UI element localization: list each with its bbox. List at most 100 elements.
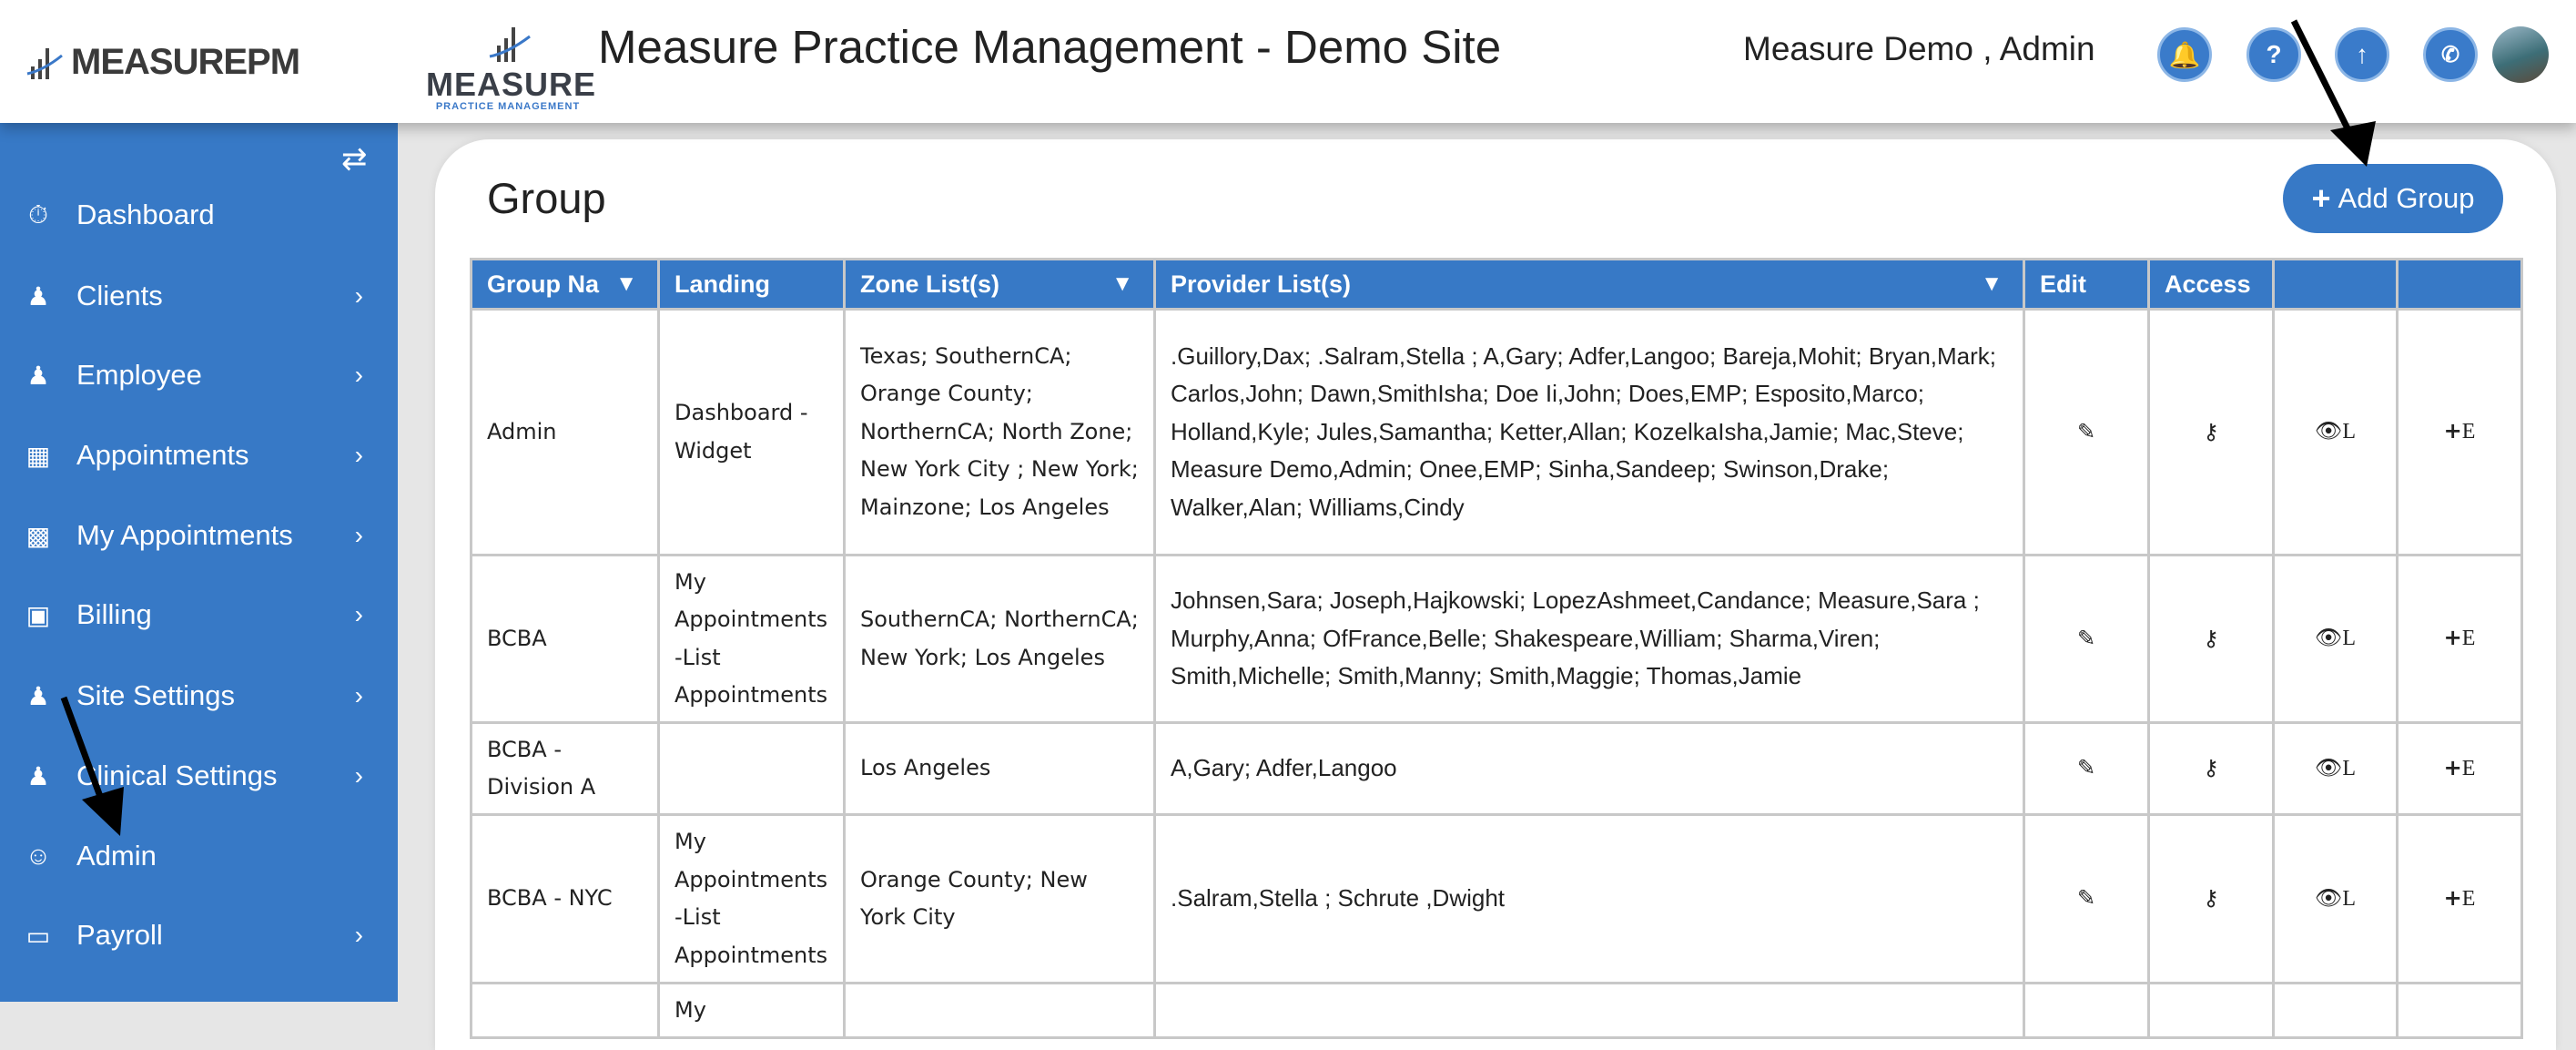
add-extra-icon: + xyxy=(2443,625,2462,651)
table-row: My xyxy=(470,982,2523,1039)
chevron-right-icon: › xyxy=(354,921,363,949)
access-key-button[interactable]: ⚷ xyxy=(2147,308,2275,556)
user-icon: ♟ xyxy=(26,281,50,311)
add-group-button[interactable]: + Add Group xyxy=(2283,164,2503,233)
logo-bars-icon xyxy=(26,47,63,79)
edit-pencil-button[interactable]: ✎ xyxy=(2023,554,2150,724)
calendar-icon: ▦ xyxy=(25,441,51,470)
zone-list-cell: Texas; SouthernCA; Orange County; Northe… xyxy=(843,308,1156,556)
dashboard-icon: ⏱ xyxy=(28,199,48,229)
column-label: Group Na xyxy=(487,270,600,298)
sidebar-item-dashboard[interactable]: ⏱ Dashboard xyxy=(0,183,398,247)
edit-pencil-button[interactable]: ✎ xyxy=(2023,721,2150,816)
add-group-label: Add Group xyxy=(2338,182,2475,214)
action-label: E xyxy=(2461,756,2476,780)
help-icon[interactable]: ? xyxy=(2246,27,2301,82)
add-extra-button[interactable]: +E xyxy=(2396,554,2523,724)
zone-list-cell: Los Angeles xyxy=(843,721,1156,816)
logo-bars-icon xyxy=(489,27,531,62)
money-icon: ▣ xyxy=(25,600,51,629)
edit-pencil-button[interactable]: ✎ xyxy=(2023,308,2150,556)
sidebar-item-label: Clinical Settings xyxy=(76,759,278,791)
view-eye-icon: 👁 xyxy=(2314,884,2343,911)
view-eye-icon: 👁 xyxy=(2314,418,2343,444)
logo2-text: MEASURE xyxy=(426,66,597,103)
bell-icon[interactable]: 🔔 xyxy=(2157,27,2212,82)
sidebar-item-label: Appointments xyxy=(76,439,249,471)
access-key-button[interactable]: ⚷ xyxy=(2147,813,2275,984)
access-key-button[interactable]: ⚷ xyxy=(2147,554,2275,724)
sidebar-item-label: Billing xyxy=(76,598,152,630)
access-key-button[interactable]: ⚷ xyxy=(2147,721,2275,816)
sidebar-item-admin[interactable]: ☺ Admin xyxy=(0,824,398,888)
action-label: E xyxy=(2461,627,2476,651)
sidebar-item-billing[interactable]: ▣ Billing › xyxy=(0,583,398,647)
group-name-cell: BCBA - Division A xyxy=(470,721,660,816)
filter-icon[interactable]: ▼ xyxy=(615,271,637,296)
group-name-cell: BCBA - NYC xyxy=(470,813,660,984)
column-label: Zone List(s) xyxy=(860,270,999,298)
view-eye-button[interactable]: 👁L xyxy=(2272,308,2399,556)
add-extra-button[interactable]: +E xyxy=(2396,308,2523,556)
action-label: L xyxy=(2342,886,2357,911)
add-extra-button[interactable] xyxy=(2396,982,2523,1039)
filter-icon[interactable]: ▼ xyxy=(1981,271,2003,296)
filter-icon[interactable]: ▼ xyxy=(1111,271,1133,296)
column-access: Access xyxy=(2147,258,2275,311)
add-extra-button[interactable]: +E xyxy=(2396,721,2523,816)
zone-list-cell xyxy=(843,982,1156,1039)
view-eye-icon: 👁 xyxy=(2314,625,2343,651)
chevron-right-icon: › xyxy=(354,600,363,628)
sidebar-toggle-icon[interactable]: ⇄ xyxy=(341,142,368,177)
sidebar-item-site-settings[interactable]: ♟ Site Settings › xyxy=(0,664,398,728)
column-group-name[interactable]: Group Na ▼ xyxy=(470,258,660,311)
view-eye-button[interactable]: 👁L xyxy=(2272,721,2399,816)
column-landing[interactable]: Landing xyxy=(657,258,846,311)
edit-pencil-button[interactable]: ✎ xyxy=(2023,813,2150,984)
sidebar-item-employee[interactable]: ♟ Employee › xyxy=(0,343,398,407)
sidebar-item-clinical-settings[interactable]: ♟ Clinical Settings › xyxy=(0,744,398,808)
table-header-row: Group Na ▼ Landing Zone List(s) ▼ Provider… xyxy=(470,258,2523,311)
user-circle-icon: ☺ xyxy=(25,841,52,870)
column-zone-list[interactable]: Zone List(s) ▼ xyxy=(843,258,1156,311)
logo-text: MEASUREPM xyxy=(71,42,300,82)
add-extra-icon: + xyxy=(2443,884,2462,911)
zone-list-cell: SouthernCA; NorthernCA; New York; Los An… xyxy=(843,554,1156,724)
sidebar-item-appointments[interactable]: ▦ Appointments › xyxy=(0,423,398,487)
column-label: Provider List(s) xyxy=(1171,270,1352,298)
provider-list-cell: .Salram,Stella ; Schrute ,Dwight xyxy=(1153,813,2025,984)
users-icon: ♟ xyxy=(26,361,50,390)
view-eye-button[interactable] xyxy=(2272,982,2399,1039)
view-eye-button[interactable]: 👁L xyxy=(2272,813,2399,984)
add-extra-button[interactable]: +E xyxy=(2396,813,2523,984)
access-key-button[interactable] xyxy=(2147,982,2275,1039)
chevron-right-icon: › xyxy=(354,761,363,790)
user-name[interactable]: Measure Demo , Admin xyxy=(1743,30,2095,67)
sidebar-item-label: My Appointments xyxy=(76,519,293,551)
sidebar-item-payroll[interactable]: ▭ Payroll › xyxy=(0,903,398,967)
sidebar-item-clients[interactable]: ♟ Clients › xyxy=(0,264,398,328)
edit-pencil-icon: ✎ xyxy=(2076,625,2096,651)
chevron-right-icon: › xyxy=(354,681,363,709)
column-edit: Edit xyxy=(2023,258,2150,311)
add-extra-icon: + xyxy=(2443,418,2462,444)
view-eye-button[interactable]: 👁L xyxy=(2272,554,2399,724)
upload-icon[interactable]: ↑ xyxy=(2335,27,2389,82)
top-bar: MEASUREPM MEASURE PRACTICE MANAGEMENT Me… xyxy=(0,0,2576,123)
edit-pencil-button[interactable] xyxy=(2023,982,2150,1039)
landing-cell: My Appointments -List Appointments xyxy=(657,813,846,984)
sidebar-item-label: Site Settings xyxy=(76,679,236,711)
avatar[interactable] xyxy=(2492,26,2549,83)
group-name-cell xyxy=(470,982,660,1039)
action-label: E xyxy=(2461,886,2476,911)
column-label: Access xyxy=(2165,270,2251,298)
table-row: Admin Dashboard - Widget Texas; SouthernCA… xyxy=(470,308,2523,556)
sidebar-item-my-appointments[interactable]: ▩ My Appointments › xyxy=(0,504,398,567)
phone-icon[interactable]: ✆ xyxy=(2423,27,2478,82)
provider-list-cell: A,Gary; Adfer,Langoo xyxy=(1153,721,2025,816)
user-icon: ♟ xyxy=(26,681,50,710)
measurepm-logo[interactable]: MEASUREPM xyxy=(25,42,300,83)
provider-list-cell: .Guillory,Dax; .Salram,Stella ; A,Gary; … xyxy=(1153,308,2025,556)
access-key-icon: ⚷ xyxy=(2203,755,2219,781)
column-provider-list[interactable]: Provider List(s) ▼ xyxy=(1153,258,2025,311)
